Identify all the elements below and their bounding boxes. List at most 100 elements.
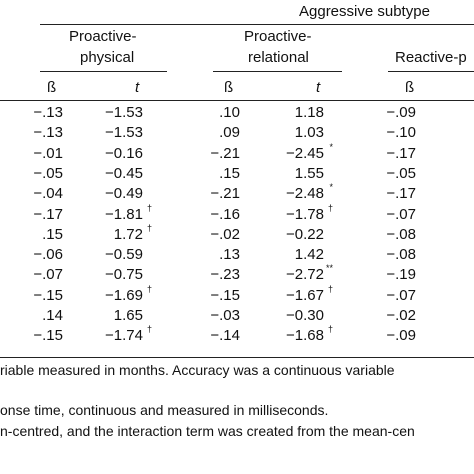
beta-physical-cell: .14 bbox=[42, 307, 63, 324]
beta-reactive-cell: −.09 bbox=[386, 327, 416, 344]
beta-physical-cell: −.06 bbox=[33, 246, 63, 263]
cell-value: −.15 bbox=[33, 327, 63, 345]
cell-value: −.21 bbox=[210, 185, 240, 203]
col-header-beta-3: ß bbox=[405, 79, 415, 96]
cell-value: −.06 bbox=[33, 246, 63, 264]
cell-value: −0.75 bbox=[105, 266, 143, 284]
beta-relational-cell: .09 bbox=[219, 124, 240, 141]
cell-value: −.02 bbox=[386, 307, 416, 324]
t-physical-cell: −1.74 † bbox=[105, 324, 152, 345]
cell-value: −2.48 bbox=[286, 185, 324, 203]
t-relational-cell: −1.68 † bbox=[286, 324, 333, 345]
cell-value: −.13 bbox=[33, 124, 63, 142]
table-note-line-1: riable measured in months. Accuracy was … bbox=[0, 362, 395, 378]
beta-physical-cell: −.05 bbox=[33, 165, 63, 182]
cell-value: −1.53 bbox=[105, 104, 143, 121]
beta-reactive-cell: −.07 bbox=[386, 287, 416, 304]
beta-physical-cell: −.15 bbox=[33, 287, 63, 304]
beta-relational-cell: .10 bbox=[219, 104, 240, 121]
t-relational-cell: 1.18 bbox=[295, 104, 333, 121]
cell-value: .14 bbox=[42, 307, 63, 324]
cell-value: −1.68 bbox=[286, 327, 324, 345]
beta-physical-cell: −.04 bbox=[33, 185, 63, 202]
t-physical-cell: −1.53 bbox=[105, 104, 152, 121]
beta-reactive-cell: −.17 bbox=[386, 145, 416, 162]
cell-value: −2.72 bbox=[286, 266, 324, 284]
col-header-t-1: t bbox=[135, 79, 140, 96]
group-rule-proactive-physical bbox=[40, 71, 167, 72]
cell-value: −.02 bbox=[210, 225, 240, 243]
cell-value: −.03 bbox=[210, 307, 240, 324]
beta-relational-cell: −.14 bbox=[210, 327, 240, 344]
cell-value: −1.81 bbox=[105, 205, 143, 223]
beta-physical-cell: .15 bbox=[42, 226, 63, 243]
cell-value: −.15 bbox=[33, 286, 63, 304]
t-physical-cell: 1.65 bbox=[114, 307, 152, 324]
cell-value: −1.67 bbox=[286, 286, 324, 304]
beta-reactive-cell: −.10 bbox=[386, 124, 416, 141]
beta-relational-cell: −.16 bbox=[210, 206, 240, 223]
t-relational-cell: 1.42 bbox=[295, 246, 333, 263]
cell-value: −.07 bbox=[386, 286, 416, 304]
cell-value: 1.03 bbox=[294, 124, 324, 142]
cell-value: −.16 bbox=[210, 205, 240, 223]
beta-relational-cell: .15 bbox=[219, 165, 240, 182]
cell-value: −.17 bbox=[33, 205, 63, 223]
beta-relational-cell: −.21 bbox=[210, 145, 240, 162]
cell-value: −.21 bbox=[210, 144, 240, 162]
beta-relational-cell: −.15 bbox=[210, 287, 240, 304]
beta-reactive-cell: −.17 bbox=[386, 185, 416, 202]
cell-value: 1.42 bbox=[294, 246, 324, 264]
cell-value: −.23 bbox=[210, 266, 240, 284]
cell-value: −.01 bbox=[33, 144, 63, 162]
cell-value: −.05 bbox=[33, 164, 63, 182]
t-physical-cell: −0.16 bbox=[105, 145, 152, 162]
col-header-beta-2: ß bbox=[224, 79, 234, 96]
cell-value: −0.22 bbox=[286, 225, 324, 243]
beta-physical-cell: −.13 bbox=[33, 104, 63, 121]
spanner-header: Aggressive subtype bbox=[299, 3, 430, 20]
cell-value: −.10 bbox=[386, 124, 416, 142]
t-relational-cell: −0.22 bbox=[286, 226, 333, 243]
beta-reactive-cell: −.19 bbox=[386, 266, 416, 283]
group-header-proactive-physical-line2: physical bbox=[80, 49, 135, 66]
cell-value: −1.53 bbox=[105, 124, 143, 142]
t-relational-cell: −2.48 * bbox=[286, 182, 333, 203]
t-relational-cell: 1.03 bbox=[295, 124, 333, 141]
table-note-line-2: onse time, continuous and measured in mi… bbox=[0, 402, 329, 418]
col-header-t-2: t bbox=[316, 79, 321, 96]
cell-value: −2.45 bbox=[286, 144, 324, 162]
beta-reactive-cell: −.05 bbox=[386, 165, 416, 182]
cell-value: −1.78 bbox=[286, 205, 324, 223]
cell-value: −1.69 bbox=[105, 286, 143, 304]
t-relational-cell: −2.72 ** bbox=[286, 263, 333, 284]
t-physical-cell: −0.49 bbox=[105, 185, 152, 202]
cell-value: −.15 bbox=[210, 286, 240, 304]
t-physical-cell: −0.75 bbox=[105, 266, 152, 283]
group-header-proactive-relational-line2: relational bbox=[248, 49, 309, 66]
cell-value: −0.59 bbox=[105, 246, 143, 264]
beta-reactive-cell: −.08 bbox=[386, 246, 416, 263]
cell-value: 1.55 bbox=[294, 164, 324, 182]
header-bottom-rule bbox=[0, 100, 474, 101]
t-relational-cell: 1.55 bbox=[295, 165, 333, 182]
cell-value: −1.74 bbox=[105, 327, 143, 345]
beta-reactive-cell: −.07 bbox=[386, 206, 416, 223]
t-physical-cell: 1.72 † bbox=[113, 222, 152, 243]
cell-value: −.13 bbox=[33, 104, 63, 121]
spanner-rule bbox=[40, 24, 474, 25]
cell-value: −0.16 bbox=[105, 144, 143, 162]
t-physical-cell: −0.45 bbox=[105, 165, 152, 182]
cell-value: −0.49 bbox=[105, 185, 143, 203]
cell-value: .15 bbox=[42, 225, 63, 243]
beta-physical-cell: −.17 bbox=[33, 206, 63, 223]
group-header-proactive-physical-line1: Proactive- bbox=[69, 28, 137, 45]
cell-value: −.08 bbox=[386, 225, 416, 243]
cell-value: .10 bbox=[219, 104, 240, 121]
t-relational-cell: −1.67 † bbox=[286, 283, 333, 304]
beta-relational-cell: −.21 bbox=[210, 185, 240, 202]
t-relational-cell: −2.45 * bbox=[286, 141, 333, 162]
group-header-reactive: Reactive-p bbox=[395, 49, 467, 66]
beta-physical-cell: −.15 bbox=[33, 327, 63, 344]
cell-value: −.09 bbox=[386, 327, 416, 345]
